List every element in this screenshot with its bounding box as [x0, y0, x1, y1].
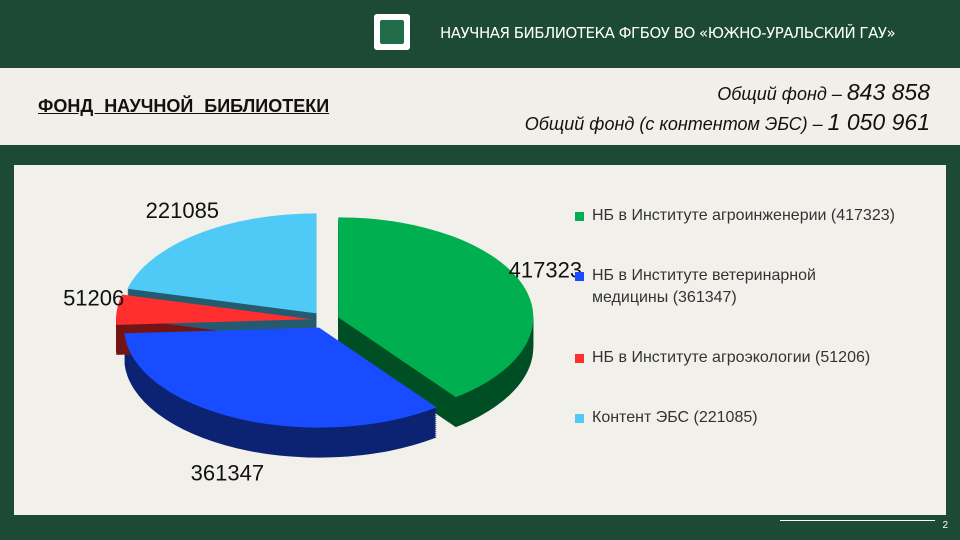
slice — [116, 294, 312, 325]
slice — [127, 213, 317, 314]
total: Общий фонд – 843 858 — [525, 78, 930, 108]
legend-item: НБ в Институте агроэкологии (51206) — [575, 347, 895, 369]
header-title: НАУЧНАЯ БИБЛИОТЕКА ФГБОУ ВО «ЮЖНО-УРАЛЬС… — [440, 24, 896, 42]
data-label: 221085 — [146, 198, 219, 223]
legend-item: НБ в Институте ветеринарной медицины (36… — [575, 265, 895, 309]
legend-swatch — [575, 212, 584, 221]
legend-label: НБ в Институте агроэкологии (51206) — [592, 349, 871, 366]
legend: НБ в Институте агроинженерии (417323) НБ … — [575, 205, 895, 467]
total-value: 843 858 — [846, 79, 930, 105]
data-label: 51206 — [63, 286, 124, 311]
page-number: 2 — [942, 520, 948, 531]
data-label: 361347 — [191, 461, 264, 486]
totals: Общий фонд – 843 858 Общий фонд (с конте… — [525, 78, 930, 138]
total-ebs-label: Общий фонд (с контентом ЭБС) – — [524, 114, 823, 134]
legend-label: НБ в Институте ветеринарной медицины (36… — [592, 267, 816, 306]
legend-swatch — [575, 414, 584, 423]
legend-label: НБ в Институте агроинженерии (417323) — [592, 207, 895, 224]
data-label: 417323 — [509, 258, 582, 283]
footer-line — [780, 520, 935, 521]
legend-swatch — [575, 354, 584, 363]
slice — [338, 217, 534, 398]
total-ebs-value: 1 050 961 — [827, 109, 930, 135]
legend-item: Контент ЭБС (221085) — [575, 407, 895, 429]
legend-item: НБ в Институте агроинженерии (417323) — [575, 205, 895, 227]
legend-label: Контент ЭБС (221085) — [592, 409, 758, 426]
legend-swatch — [575, 272, 584, 281]
title-band — [0, 68, 960, 145]
pie — [116, 213, 534, 458]
logo — [374, 14, 410, 50]
total-label: Общий фонд – — [717, 84, 842, 104]
total-ebs: Общий фонд (с контентом ЭБС) – 1 050 961 — [525, 108, 930, 138]
slice — [124, 327, 437, 428]
heading: ФОНД НАУЧНОЙ БИБЛИОТЕКИ — [38, 96, 330, 116]
